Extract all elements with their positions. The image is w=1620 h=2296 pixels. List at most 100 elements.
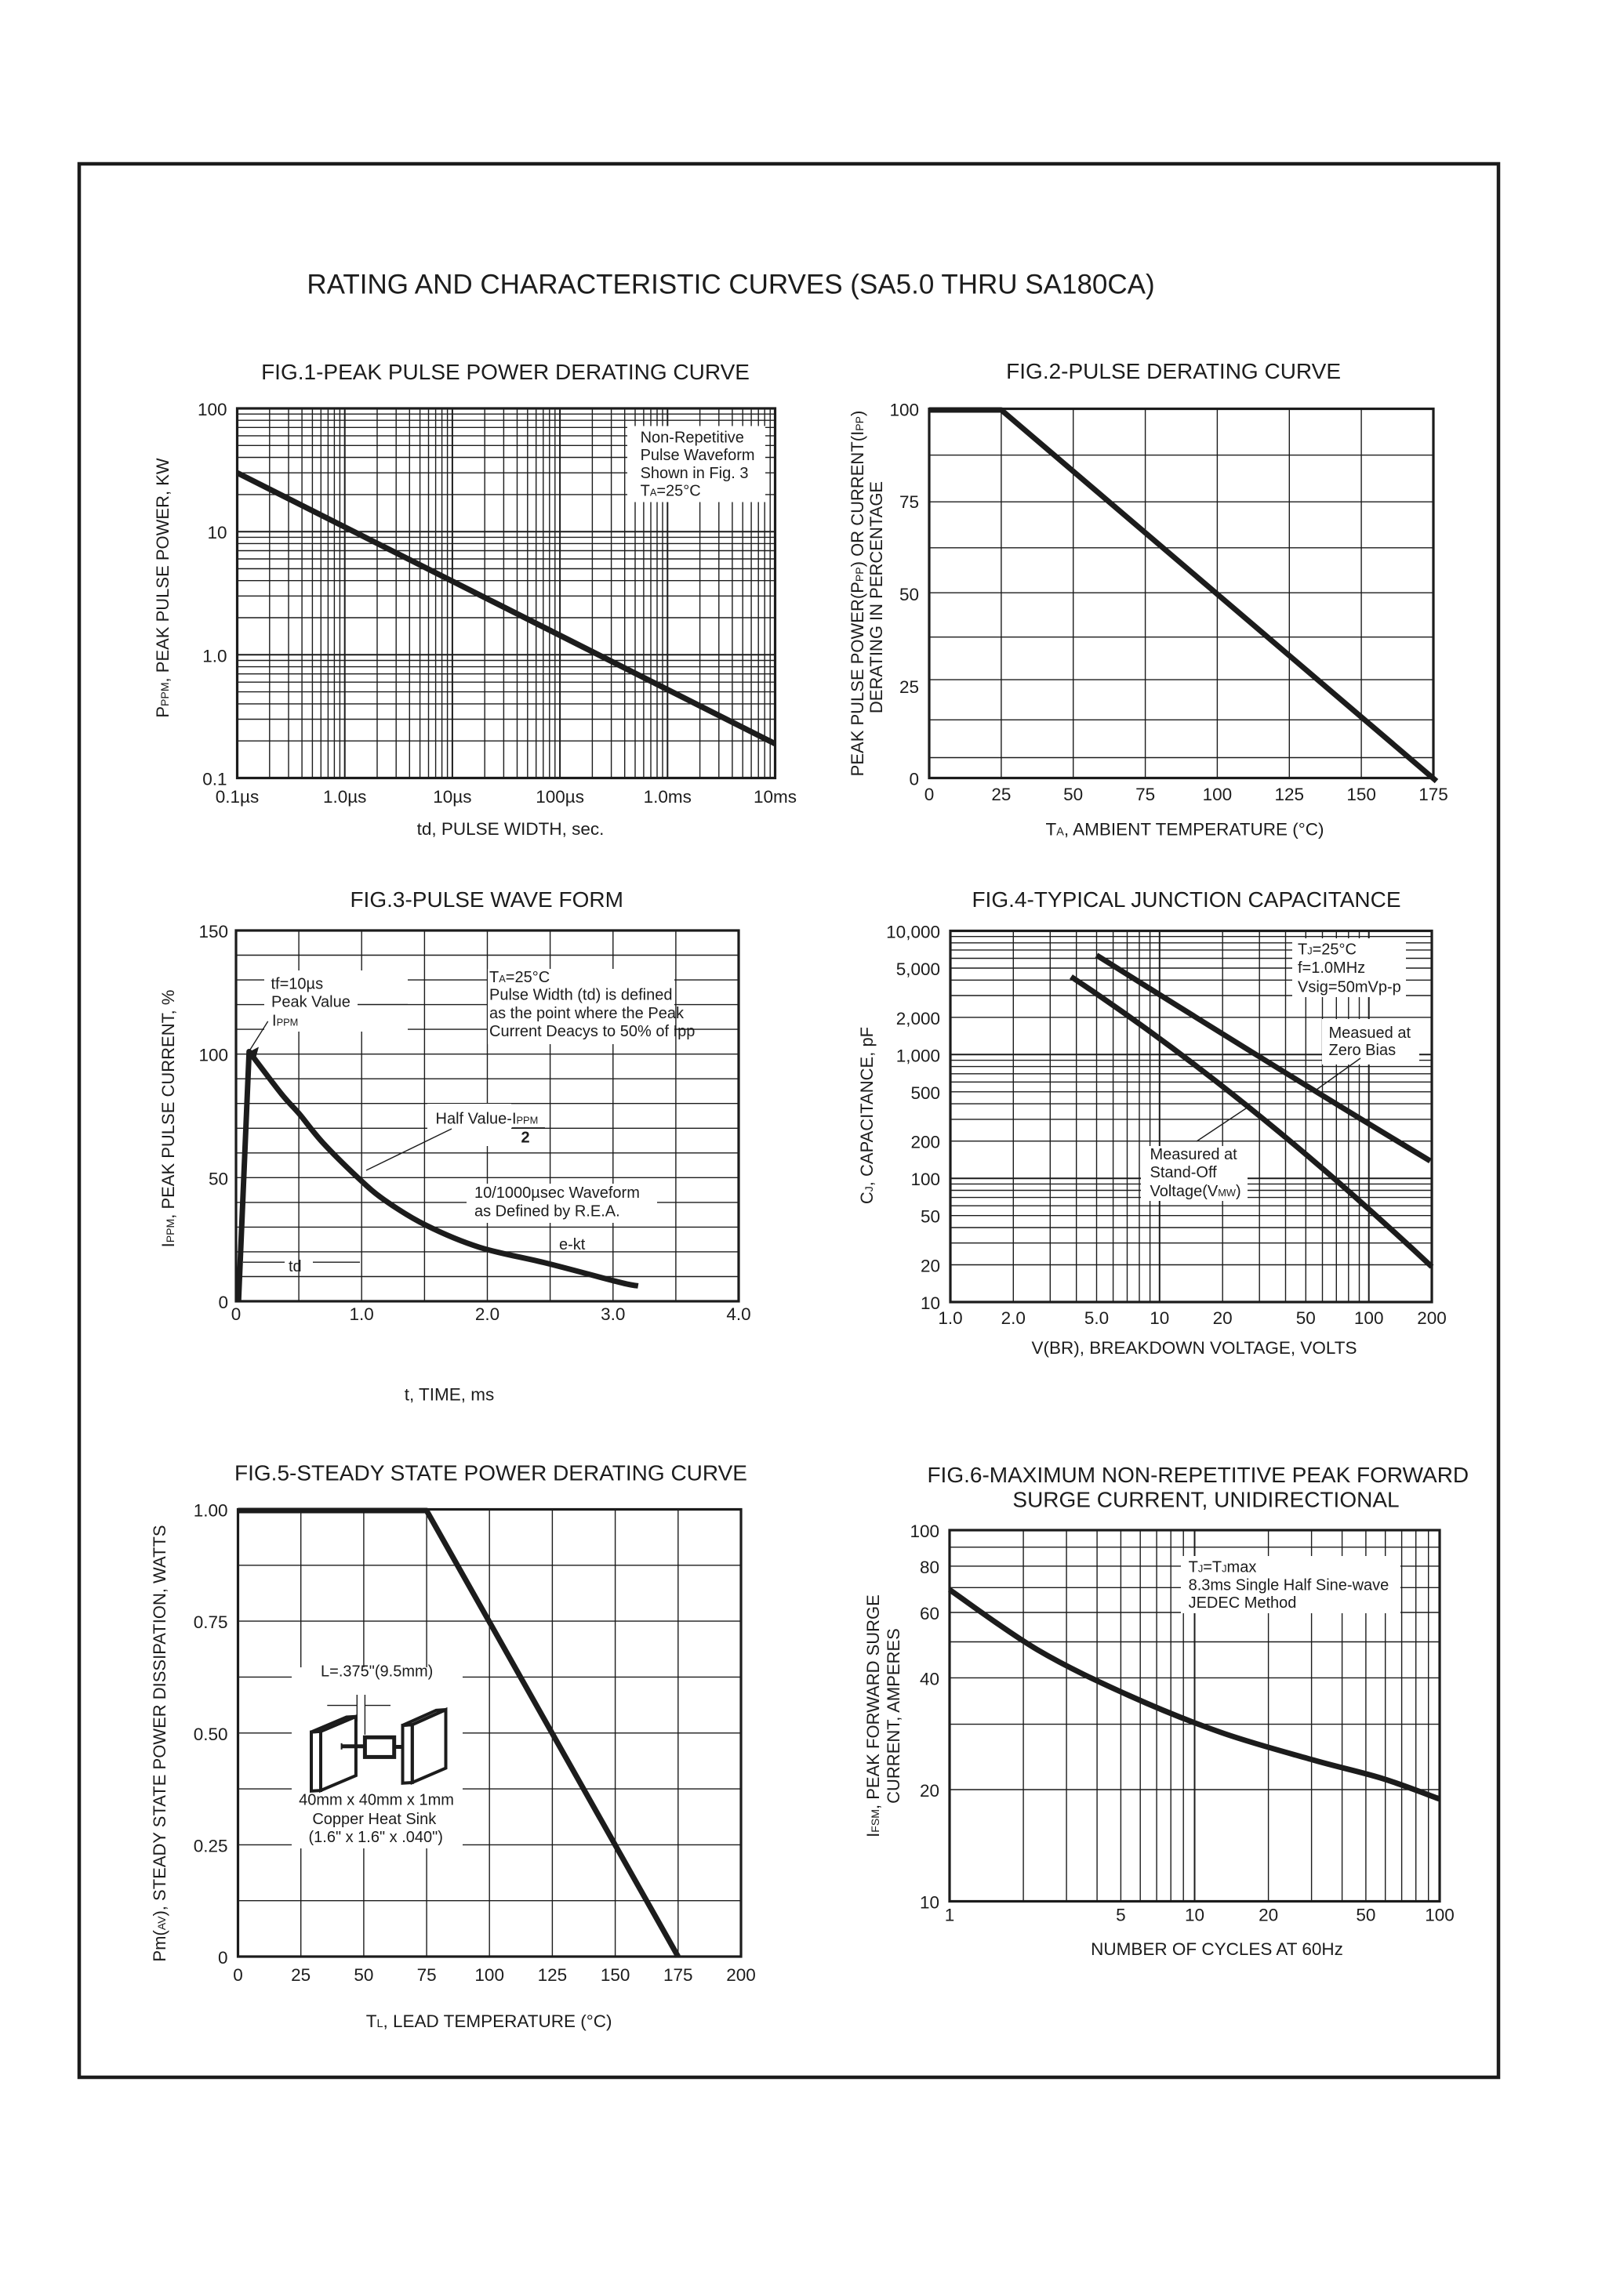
svg-text:150: 150 (198, 922, 228, 941)
svg-text:PEAK PULSE POWER(PPP) OR CURRE: PEAK PULSE POWER(PPP) OR CURRENT(IPP) (848, 411, 867, 777)
svg-text:50: 50 (209, 1169, 228, 1188)
svg-text:20: 20 (921, 1257, 940, 1276)
svg-text:2.0: 2.0 (475, 1304, 499, 1324)
svg-text:75: 75 (417, 1965, 437, 1985)
svg-text:FIG.1-PEAK PULSE POWER DERATIN: FIG.1-PEAK PULSE POWER DERATING CURVE (261, 360, 750, 384)
svg-text:150: 150 (1346, 785, 1376, 804)
svg-text:V(BR), BREAKDOWN VOLTAGE, VOLT: V(BR), BREAKDOWN VOLTAGE, VOLTS (1031, 1338, 1357, 1358)
svg-text:Half Value-IPPM: Half Value-IPPM (436, 1110, 539, 1127)
svg-text:1.0: 1.0 (350, 1304, 374, 1324)
svg-text:0: 0 (909, 770, 919, 789)
svg-text:TL, LEAD TEMPERATURE (°C): TL, LEAD TEMPERATURE (°C) (366, 2011, 612, 2031)
svg-text:IPPM, PEAK PULSE CURRENT, %: IPPM, PEAK PULSE CURRENT, % (158, 990, 178, 1248)
svg-text:40mm x 40mm x 1mm: 40mm x 40mm x 1mm (299, 1792, 454, 1809)
svg-text:SURGE CURRENT, UNIDIRECTIONAL: SURGE CURRENT, UNIDIRECTIONAL (1012, 1488, 1399, 1512)
svg-text:as Defined by R.E.A.: as Defined by R.E.A. (474, 1203, 620, 1221)
svg-text:FIG.2-PULSE DERATING CURVE: FIG.2-PULSE DERATING CURVE (1006, 359, 1341, 383)
svg-text:Vsig=50mVp-p: Vsig=50mVp-p (1298, 979, 1401, 996)
svg-text:2: 2 (521, 1130, 529, 1147)
svg-text:80: 80 (920, 1558, 939, 1577)
svg-text:TJ=TJmax: TJ=TJmax (1189, 1559, 1257, 1576)
svg-text:50: 50 (899, 585, 919, 604)
svg-text:25: 25 (899, 677, 919, 697)
svg-text:10µs: 10µs (433, 787, 471, 807)
svg-text:10ms: 10ms (754, 787, 797, 807)
svg-text:5: 5 (1116, 1906, 1126, 1925)
svg-text:FIG.3-PULSE WAVE FORM: FIG.3-PULSE WAVE FORM (350, 887, 623, 912)
svg-text:0: 0 (231, 1304, 242, 1324)
svg-text:1.0µs: 1.0µs (323, 787, 367, 807)
svg-text:175: 175 (663, 1965, 693, 1985)
svg-text:50: 50 (921, 1207, 940, 1227)
svg-text:Non-Repetitive: Non-Repetitive (641, 430, 744, 447)
svg-text:0.75: 0.75 (194, 1612, 228, 1632)
svg-text:Voltage(VMW): Voltage(VMW) (1150, 1183, 1241, 1200)
svg-text:10: 10 (207, 523, 227, 542)
svg-text:0.25: 0.25 (194, 1836, 228, 1855)
svg-text:Copper Heat Sink: Copper Heat Sink (312, 1811, 437, 1828)
svg-text:125: 125 (1275, 785, 1305, 804)
svg-text:(1.6" x 1.6" x .040"): (1.6" x 1.6" x .040") (309, 1829, 443, 1846)
svg-text:200: 200 (1417, 1308, 1447, 1328)
svg-text:Pm(AV), STEADY STATE POWER DIS: Pm(AV), STEADY STATE POWER DISSIPATION, … (150, 1525, 169, 1961)
svg-text:75: 75 (899, 492, 919, 512)
svg-text:TA=25°C: TA=25°C (641, 482, 701, 499)
svg-text:10: 10 (1185, 1906, 1204, 1925)
svg-text:0.50: 0.50 (194, 1725, 228, 1744)
svg-text:1.0: 1.0 (938, 1308, 962, 1328)
svg-text:5.0: 5.0 (1084, 1308, 1109, 1328)
svg-text:100: 100 (910, 1170, 940, 1189)
svg-text:t, TIME, ms: t, TIME, ms (405, 1384, 495, 1404)
svg-text:NUMBER OF CYCLES AT 60Hz: NUMBER OF CYCLES AT 60Hz (1091, 1939, 1343, 1959)
svg-text:75: 75 (1135, 785, 1155, 804)
svg-text:8.3ms Single Half Sine-wave: 8.3ms Single Half Sine-wave (1189, 1576, 1389, 1594)
svg-text:500: 500 (910, 1083, 940, 1103)
svg-text:DERATING IN PERCENTAGE: DERATING IN PERCENTAGE (866, 481, 886, 713)
svg-text:100: 100 (474, 1965, 504, 1985)
svg-text:FIG.6-MAXIMUM NON-REPETITIVE P: FIG.6-MAXIMUM NON-REPETITIVE PEAK FORWAR… (927, 1463, 1469, 1487)
svg-text:Zero Bias: Zero Bias (1329, 1042, 1397, 1059)
svg-text:20: 20 (1213, 1308, 1233, 1328)
svg-text:f=1.0MHz: f=1.0MHz (1298, 959, 1365, 977)
svg-text:IFSM, PEAK FORWARD SURGE: IFSM, PEAK FORWARD SURGE (863, 1594, 883, 1837)
svg-text:200: 200 (726, 1965, 756, 1985)
svg-text:4.0: 4.0 (726, 1304, 750, 1324)
svg-text:0: 0 (233, 1965, 243, 1985)
svg-text:50: 50 (1063, 785, 1083, 804)
svg-text:50: 50 (354, 1965, 373, 1985)
svg-text:40: 40 (920, 1669, 939, 1688)
svg-text:0: 0 (924, 785, 935, 804)
svg-text:10: 10 (921, 1293, 940, 1313)
svg-text:1.0ms: 1.0ms (644, 787, 692, 807)
svg-text:25: 25 (991, 785, 1011, 804)
svg-text:Pulse Width (td) is defined: Pulse Width (td) is defined (489, 987, 672, 1004)
svg-text:0.1µs: 0.1µs (216, 787, 260, 807)
svg-text:RATING AND CHARACTERISTIC CURV: RATING AND CHARACTERISTIC CURVES (SA5.0 … (307, 270, 1154, 300)
svg-text:10/1000µsec Waveform: 10/1000µsec Waveform (474, 1184, 640, 1202)
svg-text:50: 50 (1356, 1906, 1375, 1925)
svg-text:PPPM, PEAK PULSE POWER, KW: PPPM, PEAK PULSE POWER, KW (153, 458, 173, 718)
svg-text:JEDEC Method: JEDEC Method (1189, 1594, 1297, 1612)
svg-text:Measured at: Measured at (1150, 1146, 1238, 1163)
svg-text:0: 0 (218, 1293, 228, 1312)
svg-text:Pulse Waveform: Pulse Waveform (641, 447, 755, 464)
svg-text:IPPM: IPPM (272, 1013, 298, 1030)
svg-text:175: 175 (1418, 785, 1448, 804)
svg-text:Current Deacys to 50% of Ipp: Current Deacys to 50% of Ipp (489, 1023, 695, 1040)
svg-text:1.0: 1.0 (202, 646, 227, 666)
svg-text:100: 100 (889, 401, 919, 420)
svg-text:20: 20 (1259, 1906, 1278, 1925)
svg-text:TA=25°C: TA=25°C (489, 969, 550, 986)
svg-text:3.0: 3.0 (601, 1304, 625, 1324)
svg-text:1.00: 1.00 (194, 1501, 228, 1521)
svg-text:1: 1 (945, 1906, 955, 1925)
svg-text:100: 100 (1203, 785, 1233, 804)
svg-text:FIG.5-STEADY STATE POWER DERAT: FIG.5-STEADY STATE POWER DERATING CURVE (234, 1461, 747, 1485)
svg-text:L=.375"(9.5mm): L=.375"(9.5mm) (321, 1663, 433, 1680)
svg-text:5,000: 5,000 (896, 959, 940, 979)
svg-text:Measued at: Measued at (1329, 1025, 1411, 1042)
svg-text:10: 10 (1150, 1308, 1169, 1328)
svg-text:FIG.4-TYPICAL JUNCTION CAPACIT: FIG.4-TYPICAL JUNCTION CAPACITANCE (972, 887, 1400, 912)
svg-text:TA, AMBIENT TEMPERATURE (°C): TA, AMBIENT TEMPERATURE (°C) (1046, 820, 1324, 840)
svg-text:60: 60 (920, 1604, 939, 1623)
